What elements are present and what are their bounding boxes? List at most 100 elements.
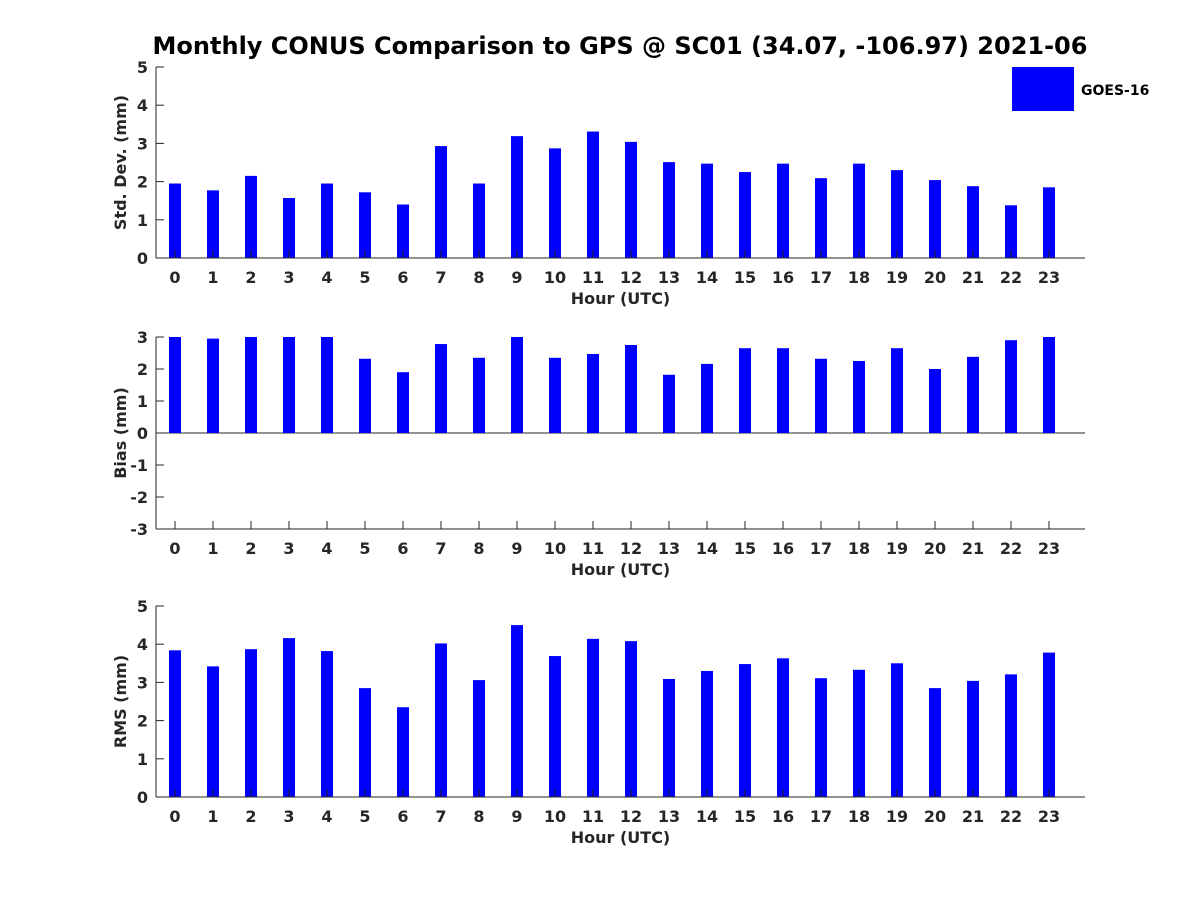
bias-xlabel: Hour (UTC) [571,560,671,579]
stddev-bar-15 [739,172,751,258]
bias-bar-15 [739,348,751,433]
rms-xtick-label: 8 [473,807,484,826]
rms-bar-19 [891,663,903,797]
rms-xtick-label: 15 [734,807,756,826]
stddev-ytick-label: 3 [137,134,148,153]
rms-bar-20 [929,688,941,797]
bias-bar-10 [549,357,561,433]
bias-ytick-label: 2 [137,360,148,379]
bias-bar-2 [245,337,257,433]
stddev-bar-14 [701,163,713,258]
stddev-bar-2 [245,175,257,258]
rms-bar-17 [815,678,827,797]
bias-ytick-label: -2 [130,488,148,507]
stddev-bar-13 [663,162,675,258]
rms-bar-14 [701,670,713,797]
stddev-ytick-label: 5 [137,58,148,77]
bias-bar-21 [967,356,979,433]
rms-ytick-label: 2 [137,712,148,731]
bias-xtick-label: 21 [962,539,984,558]
rms-xtick-label: 18 [848,807,870,826]
stddev-bar-3 [283,198,295,258]
stddev-xtick-label: 13 [658,268,680,287]
rms-xtick-label: 17 [810,807,832,826]
bias-xtick-label: 2 [245,539,256,558]
legend: GOES-16 [1012,67,1149,111]
stddev-xtick-label: 11 [582,268,604,287]
bias-bar-0 [169,337,181,433]
stddev-xtick-label: 21 [962,268,984,287]
rms-xtick-label: 2 [245,807,256,826]
rms-bar-11 [587,638,599,797]
bias-xtick-label: 5 [359,539,370,558]
stddev-xtick-label: 12 [620,268,642,287]
bias-xtick-label: 19 [886,539,908,558]
rms-xtick-label: 1 [207,807,218,826]
rms-xtick-label: 3 [283,807,294,826]
bias-xtick-label: 3 [283,539,294,558]
rms-bar-3 [283,638,295,797]
stddev-xtick-label: 8 [473,268,484,287]
stddev-xtick-label: 7 [435,268,446,287]
stddev-ytick-label: 1 [137,211,148,230]
stddev-xtick-label: 5 [359,268,370,287]
stddev-bar-0 [169,183,181,258]
rms-ytick-label: 3 [137,673,148,692]
stddev-bar-21 [967,186,979,258]
stddev-bar-10 [549,148,561,258]
bias-ytick-label: 0 [137,424,148,443]
bias-xtick-label: 12 [620,539,642,558]
rms-xtick-label: 6 [397,807,408,826]
bias-bar-5 [359,358,371,433]
bias-bar-14 [701,363,713,433]
bias-ytick-label: -3 [130,520,148,539]
rms-xtick-label: 20 [924,807,946,826]
bias-bar-23 [1043,337,1055,433]
rms-bar-4 [321,651,333,797]
bias-bar-22 [1005,340,1017,433]
stddev-xtick-label: 16 [772,268,794,287]
stddev-bar-1 [207,190,219,258]
rms-bar-1 [207,666,219,797]
rms-bar-22 [1005,674,1017,797]
bias-xtick-label: 4 [321,539,332,558]
bias-bar-20 [929,369,941,433]
rms-xtick-label: 0 [169,807,180,826]
legend-label: GOES-16 [1081,83,1149,99]
bias-xtick-label: 0 [169,539,180,558]
rms-xtick-label: 5 [359,807,370,826]
rms-xtick-label: 13 [658,807,680,826]
bias-bar-1 [207,338,219,433]
rms-ylabel: RMS (mm) [111,655,130,748]
rms-xtick-label: 4 [321,807,332,826]
figure-title: Monthly CONUS Comparison to GPS @ SC01 (… [153,32,1088,60]
rms-xtick-label: 21 [962,807,984,826]
stddev-ytick-label: 4 [137,96,148,115]
stddev-xtick-label: 17 [810,268,832,287]
rms-xtick-label: 22 [1000,807,1022,826]
bias-xtick-label: 6 [397,539,408,558]
bias-bar-6 [397,372,409,433]
bias-bar-13 [663,374,675,433]
stddev-xlabel: Hour (UTC) [571,289,671,308]
rms-bar-6 [397,707,409,797]
bias-xtick-label: 23 [1038,539,1060,558]
rms-bar-0 [169,650,181,797]
bias-xtick-label: 14 [696,539,718,558]
rms-xtick-label: 16 [772,807,794,826]
bias-xtick-label: 1 [207,539,218,558]
rms-ytick-label: 5 [137,597,148,616]
stddev-xtick-label: 0 [169,268,180,287]
stddev-xtick-label: 18 [848,268,870,287]
rms-bar-13 [663,678,675,797]
bias-xtick-label: 8 [473,539,484,558]
bias-bar-16 [777,348,789,433]
bias-ytick-label: 1 [137,392,148,411]
rms-bar-12 [625,641,637,797]
stddev-xtick-label: 14 [696,268,718,287]
stddev-xtick-label: 23 [1038,268,1060,287]
rms-bar-2 [245,649,257,797]
stddev-bar-4 [321,183,333,258]
stddev-ytick-label: 0 [137,249,148,268]
